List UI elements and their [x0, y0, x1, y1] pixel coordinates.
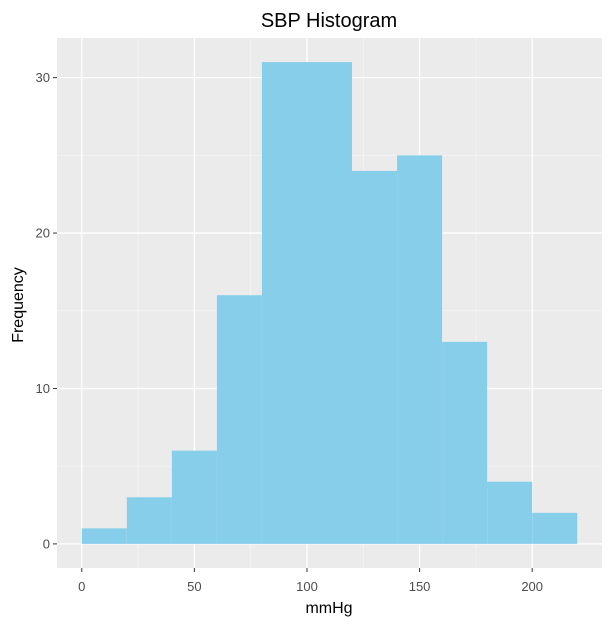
- x-tick-label: 200: [521, 579, 543, 594]
- histogram-bar: [532, 512, 578, 544]
- y-tick-label: 0: [43, 536, 50, 551]
- histogram-bar: [171, 450, 217, 544]
- x-tick-label: 0: [78, 579, 85, 594]
- y-axis: 0 10 20 30: [36, 70, 57, 551]
- histogram-bar: [306, 62, 353, 544]
- histogram-bars: [81, 62, 578, 544]
- histogram-bar: [261, 62, 307, 544]
- y-tick-label: 20: [36, 226, 50, 241]
- y-tick-label: 30: [36, 70, 50, 85]
- histogram-bar: [81, 528, 127, 544]
- histogram-bar: [397, 155, 443, 544]
- x-tick-label: 100: [296, 579, 318, 594]
- x-tick-label: 150: [409, 579, 431, 594]
- histogram-bar: [442, 341, 488, 544]
- y-axis-title: Frequency: [10, 267, 27, 343]
- histogram-bar: [352, 170, 398, 544]
- histogram-bar: [487, 481, 533, 544]
- x-axis: 0 50 100 150 200: [78, 568, 543, 594]
- x-tick-label: 50: [187, 579, 201, 594]
- histogram-bar: [126, 497, 172, 544]
- y-tick-label: 10: [36, 381, 50, 396]
- x-axis-title: mmHg: [305, 600, 352, 617]
- histogram-bar: [216, 295, 262, 544]
- chart-title: SBP Histogram: [261, 10, 397, 32]
